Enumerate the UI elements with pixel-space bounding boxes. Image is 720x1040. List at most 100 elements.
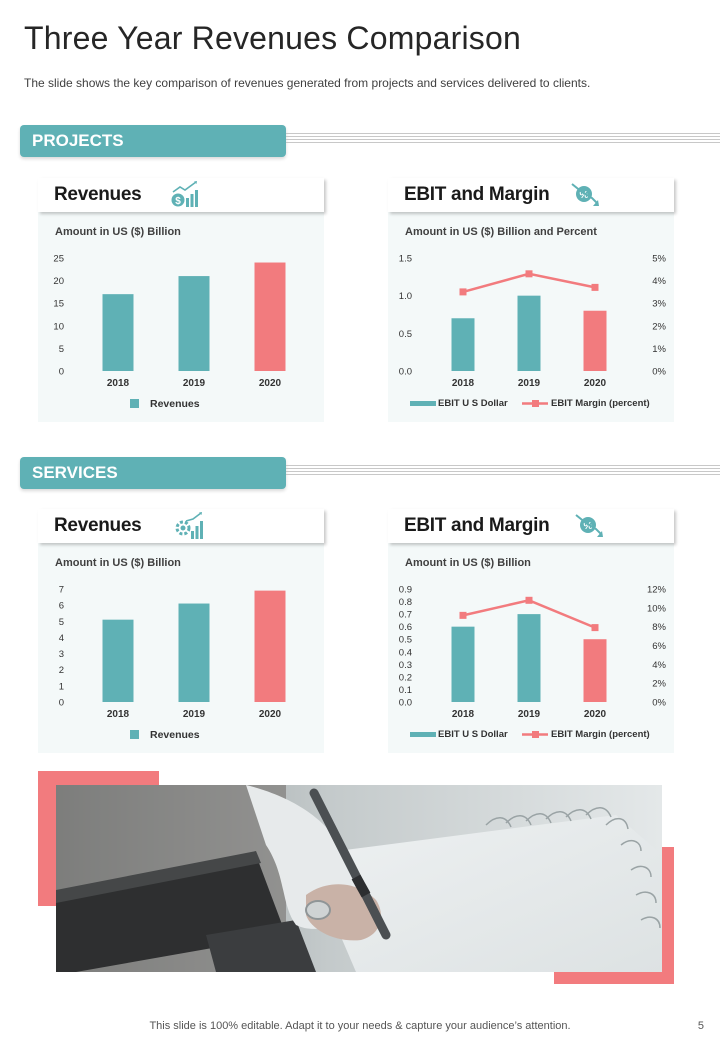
y2-tick-label: 6% [652, 641, 666, 652]
y-tick-label: 7 [59, 585, 64, 596]
y-tick-label: 10 [53, 321, 64, 332]
legend-swatch-ebit [410, 732, 436, 737]
svg-text:%: % [584, 521, 593, 532]
bar-2019 [517, 614, 541, 702]
card-title: Revenues [54, 184, 142, 205]
legend-swatch-revenues [130, 399, 139, 408]
card-subtitle: Amount in US ($) Billion and Percent [405, 226, 597, 238]
legend-swatch-revenues [130, 730, 139, 739]
y2-tick-label: 0% [652, 367, 666, 378]
bar-2020 [254, 262, 286, 371]
y2-tick-label: 4% [652, 276, 666, 287]
y-tick-label: 0 [59, 698, 64, 709]
page-title: Three Year Revenues Comparison [24, 20, 521, 56]
y-tick-label: 0.1 [399, 685, 412, 696]
page-number: 5 [697, 1020, 704, 1032]
margin-point-2018 [459, 611, 467, 619]
x-tick-label: 2020 [259, 709, 282, 720]
section-banner-services: SERVICES [20, 457, 286, 489]
section-label: SERVICES [32, 463, 118, 482]
bar-2020 [583, 639, 607, 702]
y2-tick-label: 8% [652, 622, 666, 633]
margin-point-2020 [591, 624, 599, 632]
y-tick-label: 0.9 [399, 585, 412, 596]
y-tick-label: 0.5 [399, 329, 412, 340]
y-tick-label: 5 [59, 617, 64, 628]
card-services-revenues: Revenues Amount in US ($) Billion 0 1 2 3 4 5… [38, 509, 324, 753]
y-tick-label: 2 [59, 665, 64, 676]
writing-photo [56, 785, 662, 972]
x-tick-label: 2020 [584, 709, 607, 720]
margin-point-2018 [459, 288, 467, 296]
y-tick-label: 0.8 [399, 597, 412, 608]
y2-tick-label: 3% [652, 299, 666, 310]
x-tick-label: 2018 [107, 709, 130, 720]
legend-label: EBIT Margin (percent) [551, 729, 650, 740]
svg-text:$: $ [175, 196, 181, 207]
legend-label: EBIT Margin (percent) [551, 398, 650, 409]
section-banner-projects: PROJECTS [20, 125, 286, 157]
bar-2018 [102, 294, 134, 371]
x-tick-label: 2019 [183, 378, 206, 389]
card-projects-revenues: Revenues $ Amount in US ($) Billion 0 5 10… [38, 178, 324, 422]
bar-2018 [451, 626, 475, 702]
bar-2020 [583, 310, 607, 371]
y2-tick-label: 0% [652, 698, 666, 709]
card-title: EBIT and Margin [404, 184, 550, 205]
y2-tick-label: 2% [652, 321, 666, 332]
x-tick-label: 2018 [452, 378, 475, 389]
card-header: Revenues $ [38, 178, 324, 212]
margin-point-2019 [525, 270, 533, 278]
card-services-ebit: EBIT and Margin % Amount in US ($) Billi… [388, 509, 674, 753]
legend-label: EBIT U S Dollar [438, 729, 508, 740]
y2-tick-label: 12% [647, 585, 667, 596]
legend-swatch-ebit [410, 401, 436, 406]
y-tick-label: 1.0 [399, 291, 412, 302]
y-tick-label: 4 [59, 633, 64, 644]
legend-marker-margin [532, 731, 539, 738]
growth-gear-icon [175, 512, 203, 539]
x-tick-label: 2019 [183, 709, 206, 720]
y2-tick-label: 10% [647, 603, 667, 614]
bar-2018 [102, 619, 134, 702]
y-tick-label: 0.7 [399, 610, 412, 621]
card-subtitle: Amount in US ($) Billion [55, 557, 181, 569]
x-tick-label: 2018 [107, 378, 130, 389]
card-subtitle: Amount in US ($) Billion [55, 226, 181, 238]
y-tick-label: 0.5 [399, 635, 412, 646]
revenue-chart-icon: $ [171, 181, 198, 207]
margin-point-2020 [591, 283, 599, 291]
footer-text: This slide is 100% editable. Adapt it to… [149, 1020, 571, 1032]
y-tick-label: 1.5 [399, 254, 412, 265]
y-tick-label: 6 [59, 601, 64, 612]
bar-2019 [517, 295, 541, 371]
x-tick-label: 2020 [259, 378, 282, 389]
y2-tick-label: 1% [652, 344, 666, 355]
x-tick-label: 2019 [518, 709, 541, 720]
y2-tick-label: 5% [652, 254, 666, 265]
y-tick-label: 25 [53, 254, 64, 265]
y2-tick-label: 2% [652, 679, 666, 690]
card-header: EBIT and Margin % [388, 178, 674, 212]
legend-label: EBIT U S Dollar [438, 398, 508, 409]
card-title: Revenues [54, 515, 142, 536]
y-tick-label: 3 [59, 649, 64, 660]
card-title: EBIT and Margin [404, 515, 550, 536]
y-tick-label: 20 [53, 276, 64, 287]
x-tick-label: 2019 [518, 378, 541, 389]
y-tick-label: 0.0 [399, 698, 412, 709]
percent-down-icon: % [571, 183, 599, 206]
y-tick-label: 0.6 [399, 622, 412, 633]
svg-text:%: % [580, 190, 589, 201]
card-header: Revenues [38, 509, 324, 543]
legend-label: Revenues [150, 729, 200, 741]
chart-projects-revenues: 0 5 10 15 20 25 2018 2019 2020 Revenues [53, 254, 286, 410]
card-subtitle: Amount in US ($) Billion [405, 557, 531, 569]
section-label: PROJECTS [32, 131, 124, 150]
y-tick-label: 5 [59, 344, 64, 355]
bar-2018 [451, 318, 475, 371]
y-tick-label: 0 [59, 367, 64, 378]
percent-down-icon: % [575, 514, 603, 537]
bar-2019 [178, 276, 210, 371]
y-tick-label: 0.3 [399, 660, 412, 671]
